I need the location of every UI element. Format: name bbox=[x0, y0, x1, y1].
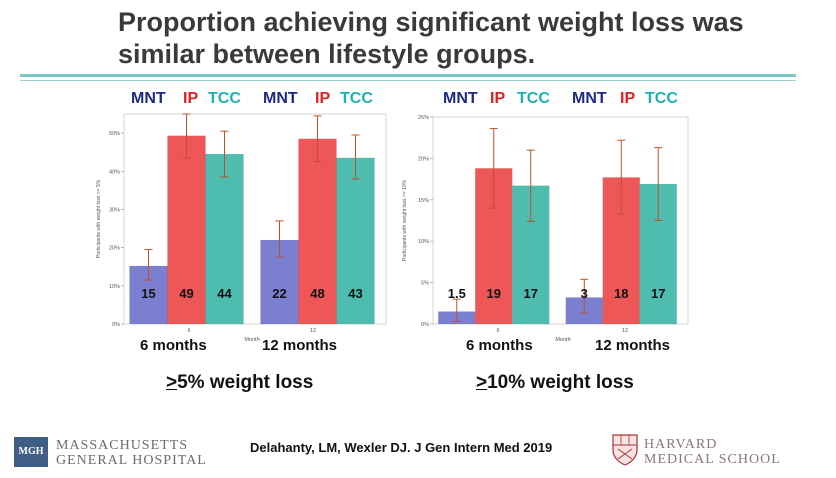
legend-mnt-right: MNT bbox=[443, 90, 478, 107]
mgh-logo-text: MASSACHUSETTS GENERAL HOSPITAL bbox=[56, 438, 207, 468]
y-axis-label-left: Participants with weight loss >= 5% bbox=[96, 179, 102, 258]
data-label-left: 48 bbox=[310, 286, 324, 301]
data-label-right: 19 bbox=[487, 286, 501, 301]
chart-subtitle-left: >5% weight loss bbox=[166, 372, 313, 394]
legend-mnt-right: MNT bbox=[572, 90, 607, 107]
y-tick-label-left: 0% bbox=[112, 322, 120, 328]
chart-subtitle-right: >10% weight loss bbox=[476, 372, 634, 394]
harvard-logo-text: HARVARD MEDICAL SCHOOL bbox=[644, 437, 781, 467]
subtitle-prefix-right: > bbox=[476, 372, 488, 393]
y-tick-label-right: 0% bbox=[421, 322, 429, 328]
y-tick-label-left: 20% bbox=[109, 246, 120, 252]
legend-mnt-left: MNT bbox=[263, 90, 298, 107]
x-axis-label-right: Month bbox=[555, 337, 570, 343]
x-group-label-left-6: 6 months bbox=[140, 337, 207, 354]
legend-mnt-left: MNT bbox=[131, 90, 166, 107]
bar-tcc-6-left bbox=[205, 153, 244, 325]
bar-ip-6-left bbox=[167, 135, 206, 325]
x-tick-label-right: 6 bbox=[496, 328, 499, 334]
legend-tcc-right: TCC bbox=[517, 90, 550, 107]
y-tick-label-right: 25% bbox=[418, 115, 429, 121]
y-tick-label-right: 10% bbox=[418, 239, 429, 245]
y-tick-label-left: 30% bbox=[109, 207, 120, 213]
legend-tcc-right: TCC bbox=[645, 90, 678, 107]
data-label-right: 1.5 bbox=[448, 286, 466, 301]
legend-ip-right: IP bbox=[490, 90, 505, 107]
x-tick-label-left: 6 bbox=[187, 328, 190, 334]
x-group-label-right-6: 6 months bbox=[466, 337, 533, 354]
y-tick-label-right: 20% bbox=[418, 156, 429, 162]
bar-tcc-12-left bbox=[336, 157, 375, 325]
data-label-right: 18 bbox=[614, 286, 628, 301]
y-axis-label-right: Participants with weight loss >= 10% bbox=[402, 179, 408, 261]
legend-ip-left: IP bbox=[183, 90, 198, 107]
x-group-label-left-12: 12 months bbox=[262, 337, 338, 354]
slide-title: Proportion achieving significant weight … bbox=[118, 7, 744, 69]
y-tick-label-right: 5% bbox=[421, 281, 429, 287]
subtitle-text-left: 5% weight loss bbox=[177, 372, 314, 393]
legend-tcc-left: TCC bbox=[208, 90, 241, 107]
data-label-left: 15 bbox=[141, 286, 155, 301]
y-tick-label-left: 50% bbox=[109, 131, 120, 137]
title-divider-thin bbox=[20, 80, 796, 81]
title-divider bbox=[20, 74, 796, 77]
data-label-left: 22 bbox=[272, 286, 286, 301]
harvard-logo-line1: HARVARD bbox=[644, 437, 718, 452]
x-group-label-right-12: 12 months bbox=[595, 337, 671, 354]
data-label-left: 49 bbox=[179, 286, 193, 301]
subtitle-prefix-left: > bbox=[166, 372, 178, 393]
x-axis-label-left: Month bbox=[244, 337, 259, 343]
mgh-logo-line2: GENERAL HOSPITAL bbox=[56, 453, 207, 468]
y-tick-label-left: 10% bbox=[109, 284, 120, 290]
y-tick-label-right: 15% bbox=[418, 198, 429, 204]
subtitle-text-right: 10% weight loss bbox=[487, 372, 634, 393]
mgh-logo-badge: MGH bbox=[14, 437, 48, 467]
mgh-logo-line1: MASSACHUSETTS bbox=[56, 438, 189, 453]
y-tick-label-left: 40% bbox=[109, 169, 120, 175]
legend-ip-right: IP bbox=[620, 90, 635, 107]
legend-tcc-left: TCC bbox=[340, 90, 373, 107]
x-tick-label-left: 12 bbox=[310, 328, 316, 334]
data-label-right: 17 bbox=[523, 286, 537, 301]
bar-ip-12-left bbox=[298, 138, 337, 325]
legend-ip-left: IP bbox=[315, 90, 330, 107]
data-label-left: 44 bbox=[217, 286, 232, 301]
data-label-left: 43 bbox=[348, 286, 362, 301]
citation: Delahanty, LM, Wexler DJ. J Gen Intern M… bbox=[250, 440, 553, 455]
data-label-right: 3 bbox=[581, 286, 588, 301]
data-label-right: 17 bbox=[651, 286, 665, 301]
harvard-logo-line2: MEDICAL SCHOOL bbox=[644, 452, 781, 467]
x-tick-label-right: 12 bbox=[622, 328, 628, 334]
harvard-shield-icon bbox=[612, 434, 638, 466]
